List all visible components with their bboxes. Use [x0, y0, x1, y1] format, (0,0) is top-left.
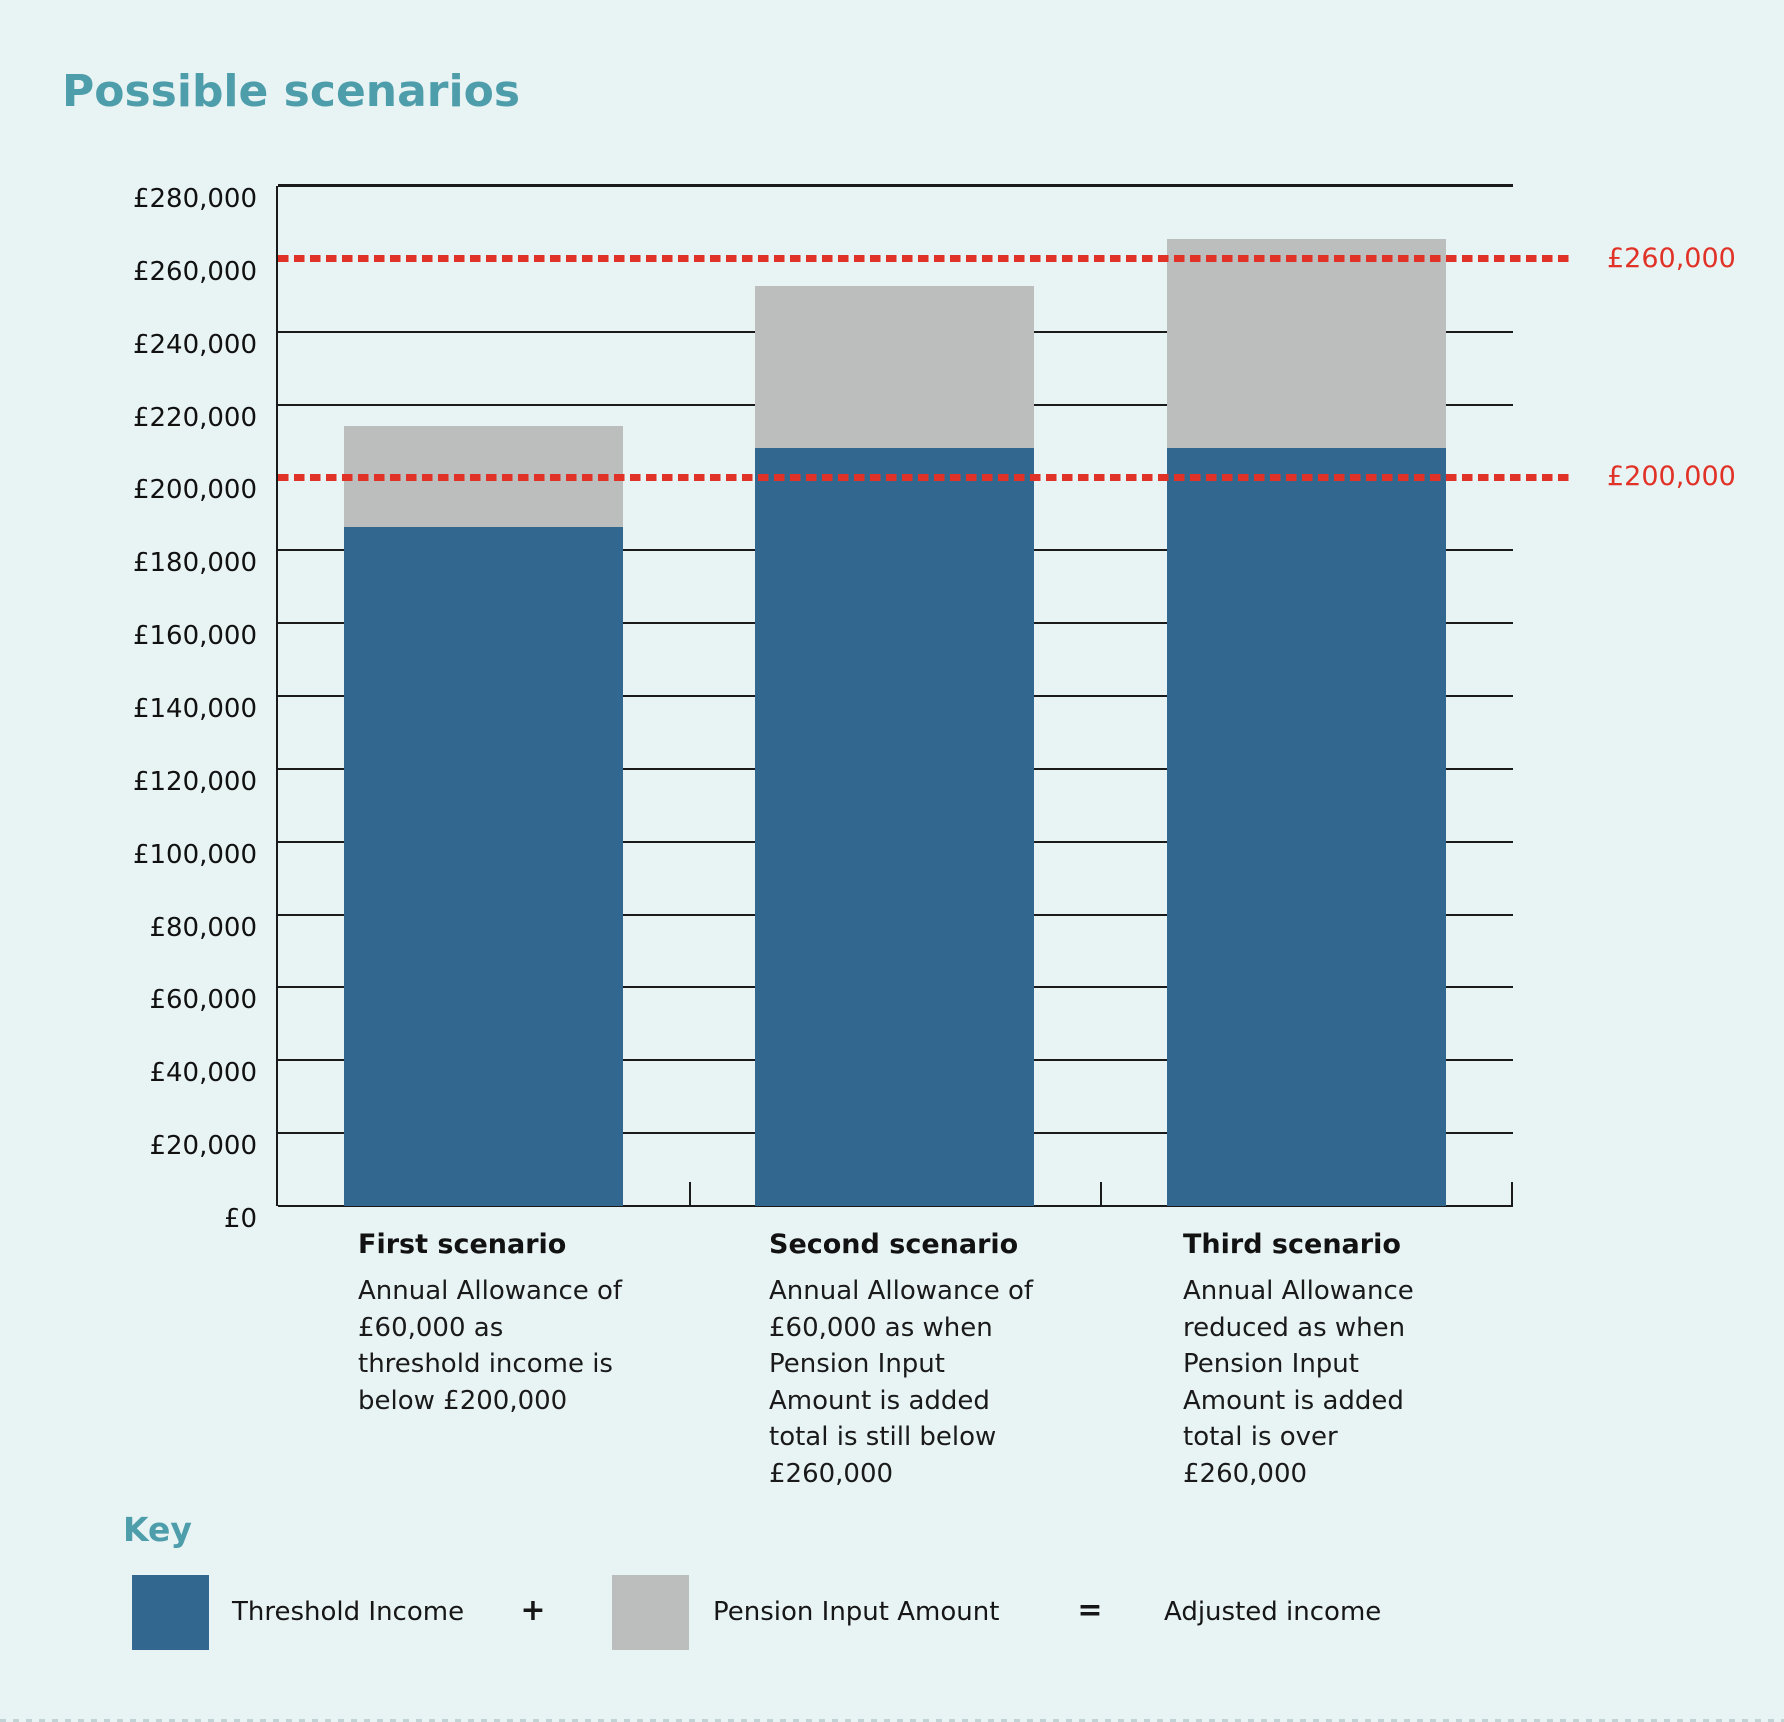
scenario-heading: Second scenario: [769, 1229, 1019, 1260]
y-axis-tick-label: £100,000: [132, 839, 257, 870]
scenario-block-first: First scenario Annual Allowance of £60,0…: [358, 1227, 678, 1419]
y-axis-tick-label: £140,000: [132, 694, 257, 724]
y-axis-tick-label: £280,000: [132, 184, 257, 214]
page-title: Possible scenarios: [62, 66, 521, 117]
y-axis-tick-label: £200,000: [132, 475, 257, 506]
bar-threshold-income: [755, 448, 1034, 1206]
scenario-description: Annual Allowance of £60,000 as threshold…: [358, 1276, 623, 1416]
y-axis-tick-label: £240,000: [132, 329, 257, 360]
reference-line-200000: [278, 473, 1572, 481]
scenario-description: Annual Allowance reduced as when Pension…: [1183, 1276, 1414, 1489]
x-axis-tick: [689, 1182, 691, 1206]
plot-top-border: [278, 184, 1513, 187]
key-label-threshold-income: Threshold Income: [232, 1597, 465, 1627]
scenario-description: Annual Allowance of £60,000 as when Pens…: [769, 1276, 1034, 1489]
y-axis-line: [276, 186, 278, 1206]
key-heading: Key: [123, 1510, 192, 1549]
scenario-block-second: Second scenario Annual Allowance of £60,…: [769, 1227, 1089, 1492]
y-axis-tick-label: £40,000: [149, 1058, 257, 1089]
equals-sign: =: [1077, 1593, 1103, 1628]
bar-threshold-income: [344, 526, 623, 1206]
reference-line-label: £260,000: [1607, 242, 1736, 274]
y-axis-tick-label: £160,000: [132, 621, 257, 652]
y-axis-tick-label: £60,000: [149, 985, 257, 1016]
x-axis-tick: [1100, 1182, 1102, 1206]
bar-threshold-income: [1167, 448, 1446, 1206]
y-axis-tick-label: £80,000: [149, 912, 257, 943]
scenario-heading: Third scenario: [1183, 1229, 1401, 1260]
bar-pension-input-amount: [755, 286, 1034, 449]
scenario-heading: First scenario: [358, 1229, 567, 1260]
x-axis-line: [278, 1205, 1513, 1207]
y-axis-tick-label: £220,000: [132, 402, 257, 433]
bar-pension-input-amount: [1167, 238, 1446, 449]
x-axis-tick: [1511, 1182, 1513, 1206]
y-axis-tick-label: £260,000: [132, 256, 257, 287]
y-axis-tick-label: £0: [223, 1204, 257, 1234]
reference-line-label: £200,000: [1607, 461, 1736, 493]
key-swatch-pension-input: [612, 1575, 689, 1650]
bottom-perforation-edge: [0, 1719, 1784, 1722]
key-label-pension-input: Pension Input Amount: [713, 1597, 1000, 1627]
y-axis-tick-label: £20,000: [149, 1131, 257, 1162]
y-axis-tick-label: £180,000: [132, 548, 257, 579]
key-swatch-threshold-income: [132, 1575, 209, 1650]
plus-sign: +: [520, 1593, 546, 1628]
y-axis-tick-label: £120,000: [132, 766, 257, 797]
key-label-adjusted-income: Adjusted income: [1164, 1597, 1382, 1627]
reference-line-260000: [278, 255, 1572, 263]
scenario-block-third: Third scenario Annual Allowance reduced …: [1183, 1227, 1503, 1492]
